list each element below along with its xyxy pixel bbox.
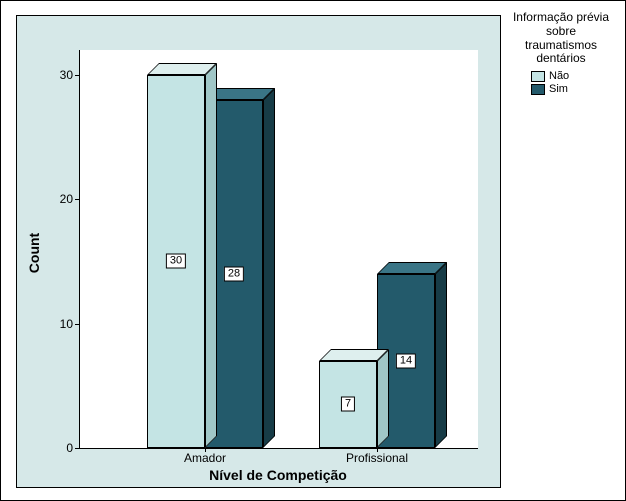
bar-value-label: 30 <box>166 254 186 269</box>
bar-side <box>205 63 217 448</box>
x-tick-mark <box>205 448 206 452</box>
x-tick-mark <box>377 448 378 452</box>
y-tick-label: 30 <box>45 68 73 82</box>
y-tick-label: 0 <box>45 441 73 455</box>
y-tick-label: 10 <box>45 317 73 331</box>
legend-swatch-sim <box>531 84 545 95</box>
bar-value-label: 7 <box>341 397 355 412</box>
y-axis-label: Count <box>23 16 45 489</box>
y-tick-mark <box>75 75 79 76</box>
x-tick-label: Amador <box>145 451 265 465</box>
legend-title: Informação prévia sobre traumatismos den… <box>509 11 613 66</box>
legend-swatch-nao <box>531 71 545 82</box>
legend-item: Sim <box>531 83 613 95</box>
bar-value-label: 14 <box>396 353 416 368</box>
x-tick-label: Profissional <box>317 451 437 465</box>
legend-label: Sim <box>549 83 568 95</box>
y-tick-label: 20 <box>45 192 73 206</box>
chart-panel: Count Nível de Competição 0 10 20 30 Amador P… <box>16 15 501 488</box>
legend-label: Não <box>549 70 569 82</box>
legend: Informação prévia sobre traumatismos den… <box>509 11 613 95</box>
y-tick-mark <box>75 324 79 325</box>
x-axis-label: Nível de Competição <box>79 467 477 483</box>
chart-container: Count Nível de Competição 0 10 20 30 Amador P… <box>0 0 626 501</box>
y-axis-label-text: Count <box>26 232 42 272</box>
y-tick-mark <box>75 448 79 449</box>
bar-side <box>435 262 447 448</box>
legend-item: Não <box>531 70 613 82</box>
bar-side <box>263 88 275 448</box>
y-tick-mark <box>75 199 79 200</box>
bar-side <box>377 349 389 448</box>
bar-value-label: 28 <box>224 266 244 281</box>
